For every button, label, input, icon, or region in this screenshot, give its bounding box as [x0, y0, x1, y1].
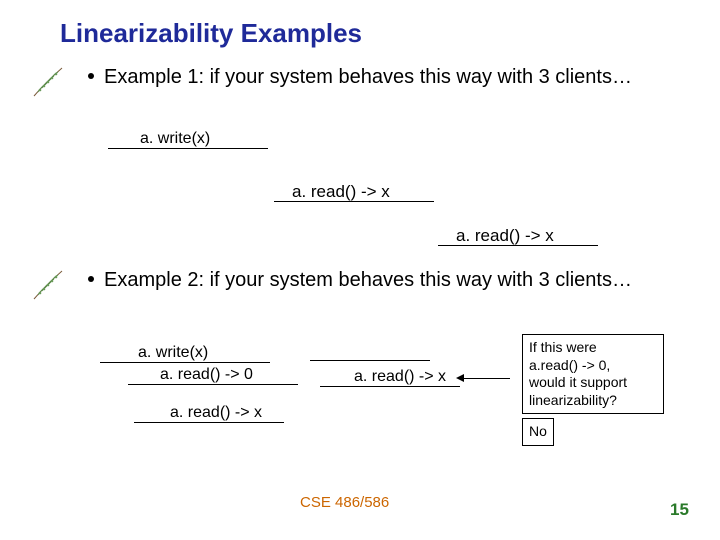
bullet-dot-icon [88, 73, 94, 79]
callout-text: If this were a.read() -> 0, would it sup… [529, 339, 627, 408]
op-underline [274, 201, 434, 202]
callout-answer-box: No [522, 418, 554, 446]
arrow-head-icon [456, 374, 464, 382]
op-underline [100, 362, 270, 363]
bullet-example-1: Example 1: if your system behaves this w… [88, 65, 648, 90]
callout-text: No [529, 423, 547, 439]
slide-number: 15 [670, 500, 689, 520]
footer-course: CSE 486/586 [300, 494, 389, 511]
op-underline [320, 386, 460, 387]
op-underline [310, 360, 430, 361]
fern-icon [28, 62, 68, 102]
op-label: a. read() -> x [292, 182, 390, 202]
fern-icon [28, 265, 68, 305]
bullet-text: Example 2: if your system behaves this w… [104, 269, 632, 291]
slide-title: Linearizability Examples [60, 18, 362, 49]
op-label: a. read() -> x [456, 226, 554, 246]
op-underline [134, 422, 284, 423]
callout-question-box: If this were a.read() -> 0, would it sup… [522, 334, 664, 414]
op-underline [108, 148, 268, 149]
op-label: a. write(x) [138, 344, 208, 362]
op-label: a. read() -> x [170, 404, 262, 422]
op-label: a. read() -> x [354, 368, 446, 386]
op-label: a. write(x) [140, 130, 210, 148]
op-underline [438, 245, 598, 246]
op-underline [128, 384, 298, 385]
op-label: a. read() -> 0 [160, 366, 253, 384]
arrow-line [464, 378, 510, 379]
bullet-dot-icon [88, 276, 94, 282]
bullet-text: Example 1: if your system behaves this w… [104, 66, 632, 88]
bullet-example-2: Example 2: if your system behaves this w… [88, 268, 648, 293]
